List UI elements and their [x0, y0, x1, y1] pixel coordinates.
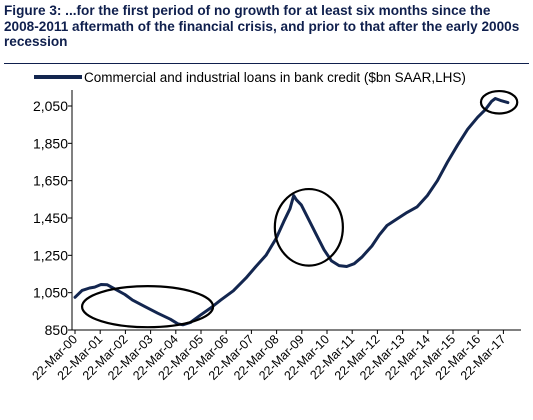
y-tick-label: 1,250	[33, 247, 68, 263]
legend-label: Commercial and industrial loans in bank …	[84, 70, 466, 85]
y-tick-label: 1,650	[33, 173, 68, 189]
annotation-ellipse	[273, 187, 344, 267]
y-tick-label: 1,850	[33, 135, 68, 151]
axes	[71, 90, 521, 331]
series-line	[73, 97, 510, 327]
y-tick-label: 850	[45, 322, 69, 338]
annotation-ellipse	[80, 285, 215, 329]
y-tick-label: 1,450	[33, 210, 68, 226]
legend: Commercial and industrial loans in bank …	[34, 70, 466, 85]
y-tick-label: 2,050	[33, 98, 68, 114]
y-axis-ticks: 850 1,050 1,250 1,450 1,650 1,850 2,050	[33, 98, 72, 338]
series-layer	[73, 97, 510, 327]
chart-title: Figure 3: ...for the first period of no …	[4, 3, 520, 49]
annotation-layer	[80, 89, 519, 329]
annotation-ellipse	[479, 89, 519, 115]
title-divider	[4, 63, 529, 64]
x-axis-ticks: 22-Mar-0022-Mar-0122-Mar-0222-Mar-0322-M…	[29, 330, 509, 383]
y-tick-label: 1,050	[33, 285, 68, 301]
